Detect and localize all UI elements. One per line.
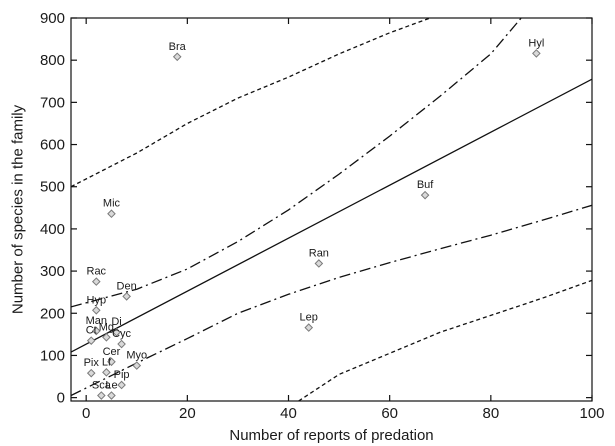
data-point-cyc bbox=[117, 339, 126, 349]
point-label: Hyl bbox=[528, 37, 544, 49]
y-tick-label: 300 bbox=[40, 263, 65, 280]
point-label: Ran bbox=[309, 247, 329, 259]
y-tick-label: 0 bbox=[57, 390, 65, 407]
point-label: Den bbox=[117, 280, 137, 292]
data-point-cer bbox=[107, 357, 116, 367]
data-point-hyp bbox=[91, 306, 101, 315]
y-tick-label: 500 bbox=[40, 179, 65, 196]
confidence-band-lower bbox=[71, 204, 592, 397]
data-point-hyl bbox=[532, 49, 541, 58]
data-point-sca bbox=[97, 391, 106, 400]
x-tick-label: 60 bbox=[381, 405, 398, 422]
data-point-pix bbox=[86, 368, 96, 378]
data-point-man bbox=[91, 326, 101, 336]
prediction-band-lower bbox=[298, 279, 592, 401]
y-tick-label: 900 bbox=[40, 10, 65, 27]
point-label: Bra bbox=[169, 41, 187, 53]
point-label: Buf bbox=[417, 179, 434, 191]
point-label: Hyp bbox=[87, 294, 107, 306]
fit-lines bbox=[71, 18, 592, 401]
x-tick-label: 40 bbox=[280, 405, 297, 422]
point-label: Rac bbox=[87, 266, 107, 278]
x-tick-label: 100 bbox=[579, 405, 604, 422]
point-label: Mic bbox=[103, 198, 121, 210]
confidence-band-upper bbox=[71, 18, 522, 308]
y-tick-label: 800 bbox=[40, 52, 65, 69]
data-point-myo bbox=[132, 361, 142, 370]
data-point-pip bbox=[117, 380, 126, 390]
point-label: Myo bbox=[126, 350, 147, 362]
data-point-rac bbox=[91, 277, 101, 286]
data-point-ct bbox=[86, 336, 96, 345]
x-tick-label: 80 bbox=[482, 405, 499, 422]
x-tick-label: 20 bbox=[179, 405, 196, 422]
data-point-lep bbox=[304, 323, 314, 332]
point-label: Di bbox=[111, 316, 121, 328]
y-tick-label: 200 bbox=[40, 305, 65, 322]
x-axis-title: Number of reports of predation bbox=[229, 427, 433, 444]
point-label: Pip bbox=[114, 369, 130, 381]
point-label: Pix bbox=[84, 357, 100, 369]
point-label: Sca bbox=[92, 380, 112, 392]
data-point-le bbox=[107, 391, 116, 400]
y-tick-label: 700 bbox=[40, 94, 65, 111]
point-label: Man bbox=[86, 315, 107, 327]
point-label: Cer bbox=[103, 346, 121, 358]
axes: 0 20 40 60 80 100 0 100 200 300 400 500 600 700 800 900 bbox=[40, 10, 605, 422]
data-point-bra bbox=[172, 52, 182, 62]
data-point-den bbox=[122, 292, 131, 301]
y-axis-title: Number of species in the family bbox=[9, 104, 26, 314]
y-tick-label: 400 bbox=[40, 221, 65, 238]
x-tick-label: 0 bbox=[82, 405, 90, 422]
point-label: Cyc bbox=[112, 328, 131, 340]
data-point-lf bbox=[102, 368, 111, 377]
y-tick-label: 600 bbox=[40, 137, 65, 154]
data-point-buf bbox=[420, 190, 430, 200]
data-point-ran bbox=[314, 259, 324, 268]
prediction-band-upper bbox=[71, 18, 431, 188]
point-label: Mg bbox=[99, 321, 114, 333]
data-point-mg bbox=[102, 332, 111, 342]
point-label: Le bbox=[105, 380, 117, 392]
data-point-di bbox=[112, 327, 121, 337]
point-label: Lep bbox=[300, 312, 318, 324]
data-point-mic bbox=[107, 209, 116, 219]
plot-frame bbox=[70, 17, 593, 402]
point-label: Lf bbox=[102, 356, 112, 368]
point-label: Ct bbox=[86, 325, 97, 337]
regression-line bbox=[71, 78, 592, 353]
y-tick-label: 100 bbox=[40, 347, 65, 364]
